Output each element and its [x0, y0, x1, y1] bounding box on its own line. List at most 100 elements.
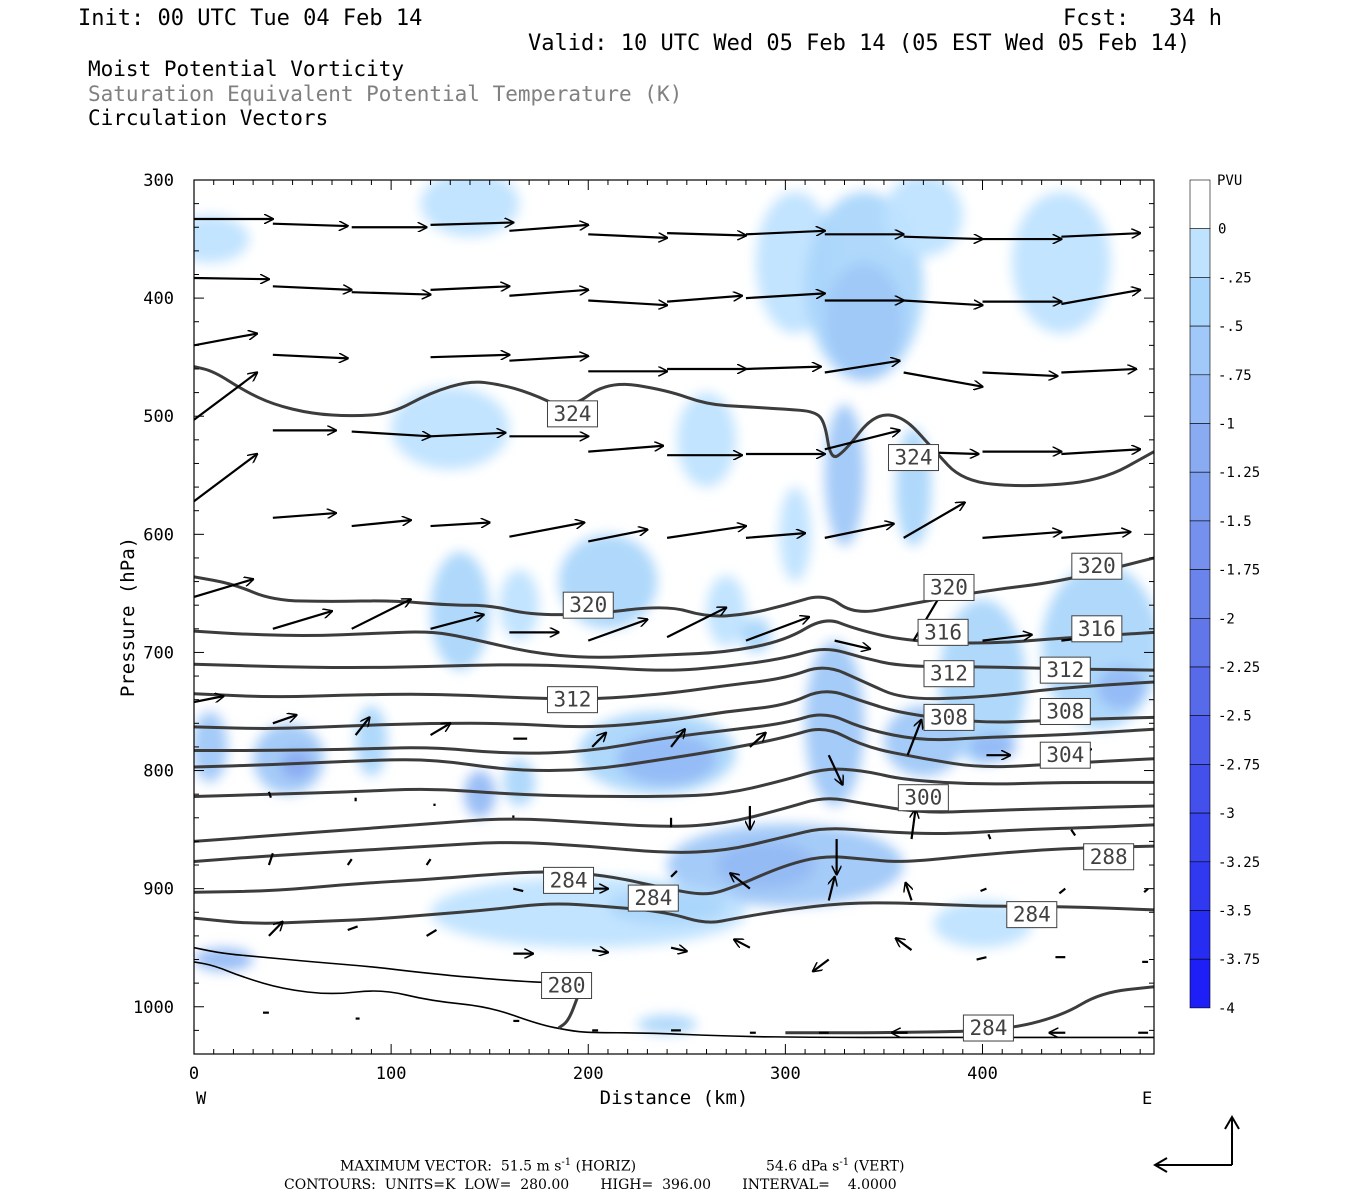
circulation-vector	[272, 355, 348, 359]
contour-label-box	[923, 703, 975, 731]
colorbar-label: 0	[1218, 222, 1226, 238]
contour-label-box	[1006, 901, 1058, 929]
circulation-vector	[903, 502, 965, 539]
circulation-vector	[194, 278, 269, 279]
mpv-region	[391, 386, 510, 470]
mpv-region	[824, 262, 904, 381]
contour-label-box	[917, 618, 969, 646]
circulation-vector	[1061, 449, 1140, 456]
contour-304	[194, 727, 1154, 773]
mpv-region	[430, 552, 490, 671]
colorbar-label: -2	[1218, 611, 1235, 627]
contour-label-box	[543, 866, 595, 894]
y-axis-title: Pressure (hPa)	[117, 537, 139, 697]
circulation-vector	[347, 925, 358, 932]
circulation-vector	[351, 520, 411, 528]
circulation-vector	[268, 922, 283, 937]
vert-vector-exp: -1	[839, 1157, 850, 1168]
circulation-vector	[354, 717, 370, 736]
mpv-region	[637, 1015, 697, 1034]
colorbar-label: -3	[1218, 806, 1235, 822]
contour-label-box	[627, 884, 679, 912]
colorbar-label: -2.75	[1218, 757, 1260, 773]
x-tick-label: 200	[573, 1064, 604, 1084]
reference-vector-horizontal-head	[1153, 1157, 1168, 1173]
y-tick-label: 600	[143, 525, 174, 545]
colorbar-label: -2.5	[1218, 709, 1252, 725]
colorbar-swatch	[1189, 812, 1211, 863]
mpv-region	[676, 392, 737, 488]
colorbar-label: -1.5	[1218, 514, 1252, 530]
vert-label: (VERT)	[849, 1158, 905, 1175]
colorbar-swatch	[1189, 520, 1211, 570]
contour-label-box	[1083, 843, 1135, 871]
mpv-region	[1096, 666, 1145, 710]
circulation-vector	[272, 715, 297, 725]
max-vector-exp: -1	[561, 1157, 572, 1168]
colorbar-label: -.75	[1218, 368, 1252, 384]
mpv-region	[499, 569, 539, 641]
circulation-vector	[346, 858, 353, 866]
circulation-vector	[430, 615, 484, 630]
contour-288	[194, 844, 1154, 896]
circulation-vector	[272, 286, 352, 290]
circulation-vector	[982, 635, 1032, 642]
contour-label: 312	[554, 688, 592, 712]
colorbar-label: -4	[1218, 1001, 1235, 1017]
circulation-vector	[272, 513, 336, 519]
colorbar-label: -3.75	[1218, 952, 1260, 968]
circulation-vector	[670, 729, 685, 748]
circulation-vector	[745, 367, 821, 369]
y-tick-label: 800	[143, 762, 174, 782]
contour-label: 284	[969, 1016, 1007, 1040]
circulation-vector	[592, 950, 608, 952]
circulation-vector	[430, 433, 506, 437]
contour-label: 280	[548, 973, 586, 997]
contour-label: 324	[895, 446, 933, 470]
contour-label-box	[897, 784, 949, 812]
circulation-vector	[903, 237, 983, 239]
contour-label-box	[923, 660, 975, 688]
contour-labels: 324 324 320 320 320 316 316 312 312 312 308 308 304 3…	[541, 400, 1135, 1042]
colorbar-swatch	[1189, 228, 1211, 278]
circulation-vector	[982, 532, 1062, 539]
contour-label: 308	[1046, 699, 1084, 723]
mpv-region	[824, 404, 865, 547]
contour-label-box	[1071, 552, 1123, 580]
y-tick-label: 1000	[133, 998, 174, 1018]
mpv-region	[883, 180, 963, 257]
x-tick-label: 400	[967, 1064, 998, 1084]
mpv-region	[355, 705, 388, 777]
colorbar-label: -3.5	[1218, 904, 1252, 920]
circulation-vector	[906, 720, 922, 756]
circulation-vector	[903, 299, 983, 305]
contour-info: CONTOURS: UNITS=K LOW= 280.00 HIGH= 396.…	[284, 1177, 897, 1193]
reference-vector	[1153, 1115, 1240, 1173]
circulation-vector	[976, 956, 987, 961]
circulation-vector	[272, 224, 348, 226]
colorbar-label: -1.75	[1218, 563, 1260, 579]
contour-292	[194, 823, 1154, 863]
colorbar-swatch	[1189, 374, 1211, 424]
colorbar-swatch	[1189, 666, 1211, 717]
x-tick-label: 100	[376, 1064, 407, 1084]
contour-label-box	[546, 400, 598, 428]
contour-296	[194, 797, 1154, 843]
legend-vectors: Circulation Vectors	[88, 106, 329, 130]
circulation-vector	[1061, 532, 1130, 539]
circulation-vector	[425, 858, 432, 866]
contour-label-box	[962, 1014, 1014, 1042]
circulation-vector	[194, 373, 257, 421]
colorbar: 0 -.25 -.5 -.75 -1 -1.25 -1.5 -1.75 -2 -2.25 -2.5 -…	[1189, 179, 1260, 1017]
circulation-vector	[824, 430, 900, 451]
circulation-vector	[827, 754, 843, 785]
circulation-vector	[1070, 828, 1077, 837]
contour-label-box	[888, 444, 940, 472]
circulation-vectors	[194, 219, 1149, 1033]
circulation-vector	[430, 223, 514, 225]
circulation-vector	[272, 611, 332, 630]
circulation-vector	[745, 617, 809, 642]
contour-label: 316	[924, 620, 962, 644]
contour-label: 324	[554, 402, 592, 426]
